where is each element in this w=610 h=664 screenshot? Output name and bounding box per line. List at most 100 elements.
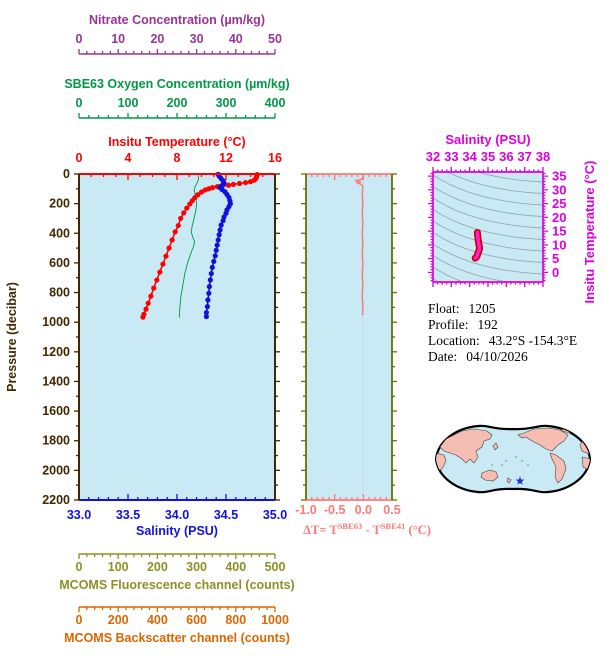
temperature-series-marker — [143, 306, 149, 312]
salinity-series-marker — [206, 290, 212, 296]
pressure-tick-label: 1200 — [42, 345, 70, 359]
backscatter-tick-label: 200 — [108, 613, 129, 627]
delta-t-series — [354, 173, 364, 316]
pressure-tick-label: 1800 — [42, 434, 70, 448]
date-value: 04/10/2026 — [466, 349, 528, 364]
pressure-tick-label: 1600 — [42, 404, 70, 418]
temperature-axis-title: Insitu Temperature (°C) — [108, 135, 245, 149]
island-dot — [501, 464, 503, 466]
temperature-series-marker — [247, 179, 254, 185]
ts-diagram: 32 33 34 35 36 37 38 Salinity (PSU) 051015202530… — [426, 132, 597, 304]
landmass — [549, 452, 567, 484]
date-info-line: Date: 04/10/2026 — [428, 349, 577, 365]
salinity-series-marker — [207, 277, 213, 283]
delta-t-tick-label: -1.0 — [295, 503, 317, 517]
delta-t-plot-area — [306, 174, 392, 500]
fluorescence-tick-label: 300 — [186, 560, 207, 574]
temperature-series-marker — [157, 269, 163, 275]
ts-temperature-tick-label: 0 — [552, 265, 559, 280]
backscatter-tick-label: 1000 — [261, 613, 289, 627]
salinity-series-marker — [218, 222, 224, 228]
isopycnal-contours — [433, 172, 543, 282]
isopycnal-contour-line — [433, 243, 543, 275]
location-value: 43.2°S -154.3°E — [488, 333, 578, 348]
temperature-series-marker — [145, 300, 151, 306]
ts-salinity-axis-title: Salinity (PSU) — [445, 132, 530, 147]
float-label: Float: — [428, 301, 460, 316]
temperature-series-marker — [184, 205, 190, 211]
pressure-tick-label: 2000 — [42, 463, 70, 477]
backscatter-tick-label: 400 — [147, 613, 168, 627]
salinity-series-marker — [211, 258, 217, 265]
temperature-series-marker — [169, 237, 175, 243]
oxygen-tick-label: 0 — [76, 96, 83, 110]
fluorescence-axis: 0 100 200 300 400 500 MCOMS Fluorescence chann… — [59, 553, 295, 592]
backscatter-tick-label: 800 — [225, 613, 246, 627]
fluorescence-tick-label: 100 — [108, 560, 129, 574]
dt-suffix: (°C) — [405, 523, 431, 538]
ts-profile-curve — [473, 230, 482, 260]
nitrate-tick-label: 30 — [190, 32, 204, 46]
landmass — [517, 427, 569, 452]
isopycnal-contour-line — [433, 255, 511, 282]
temperature-tick-label: 4 — [125, 151, 132, 165]
delta-t-plot: -1.0 -0.5 0.0 0.5 — [295, 173, 401, 517]
salinity-series-marker — [209, 264, 215, 270]
nitrate-tick-label: 20 — [150, 32, 164, 46]
pressure-tick-label: 1000 — [42, 315, 70, 329]
temperature-series-marker — [163, 253, 169, 259]
fluorescence-tick-label: 0 — [76, 560, 83, 574]
temperature-series-marker — [178, 215, 184, 222]
ts-temperature-axis-title: Insitu Temperature (°C) — [582, 161, 597, 304]
salinity-series-marker — [212, 253, 218, 259]
backscatter-tick-label: 600 — [186, 613, 207, 627]
temperature-tick-label: 0 — [76, 151, 83, 165]
island-dot — [505, 460, 507, 462]
isopycnal-contour-line — [476, 172, 543, 183]
ts-salinity-tick-label: 35 — [481, 149, 495, 164]
landmass — [439, 428, 493, 464]
temperature-series-marker — [181, 210, 187, 216]
isopycnal-contour-line — [433, 266, 465, 282]
float-location-star — [515, 476, 525, 485]
pressure-axis-title: Pressure (decibar) — [5, 282, 19, 392]
oxygen-tick-label: 200 — [167, 96, 188, 110]
salinity-series-marker — [214, 242, 220, 248]
delta-t-tick-label: -0.5 — [324, 503, 346, 517]
oxygen-axis: 0 100 200 300 400 SBE63 Oxygen Concentration … — [64, 77, 290, 119]
island-dot — [491, 464, 493, 466]
pressure-tick-label: 2200 — [42, 493, 70, 507]
nitrate-tick-label: 0 — [76, 32, 83, 46]
profile-value: 192 — [477, 317, 498, 332]
salinity-tick-label: 33.5 — [116, 508, 140, 522]
profile-label: Profile: — [428, 317, 469, 332]
landmass — [492, 442, 499, 451]
isopycnal-contour-line — [433, 186, 543, 217]
dt-mid: - T — [362, 523, 381, 538]
oxygen-tick-label: 300 — [216, 96, 237, 110]
backscatter-axis: 0 200 400 600 800 1000 MCOMS Backscatter chann… — [64, 606, 290, 645]
oxygen-tick-label: 100 — [118, 96, 139, 110]
landmass — [506, 477, 512, 484]
temperature-series-marker — [154, 277, 160, 283]
ts-salinity-tick-label: 37 — [517, 149, 531, 164]
isopycnal-contour-line — [433, 232, 543, 263]
pressure-tick-label: 200 — [49, 197, 70, 211]
temperature-series-marker — [151, 285, 157, 291]
salinity-series-marker — [208, 270, 214, 277]
temperature-series-marker — [198, 189, 205, 195]
ts-temperature-tick-label: 25 — [552, 196, 566, 211]
profile-plot: 0 4 8 12 16 Insitu Temperature (°C) 33.0 33.5 34… — [5, 135, 287, 538]
ts-temperature-tick-label: 5 — [552, 251, 559, 266]
delta-t-tick-label: 0.0 — [355, 503, 372, 517]
fluorescence-axis-title: MCOMS Fluorescence channel (counts) — [59, 578, 294, 592]
fluorescence-tick-label: 400 — [225, 560, 246, 574]
temperature-series-marker — [148, 293, 154, 299]
salinity-axis-title: Salinity (PSU) — [136, 524, 218, 538]
pressure-tick-label: 800 — [49, 286, 70, 300]
temperature-series-marker — [243, 179, 249, 186]
island-dot — [521, 460, 523, 462]
